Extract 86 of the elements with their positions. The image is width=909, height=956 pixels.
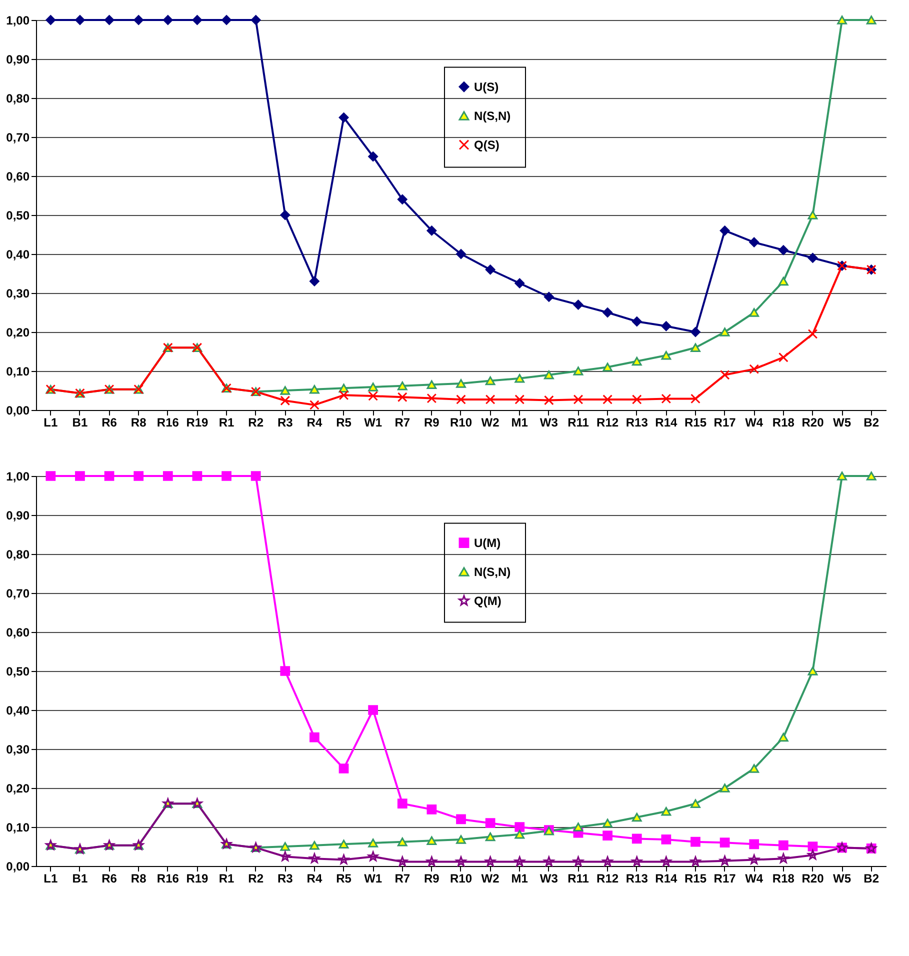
x-tick-label: R4 [306, 872, 322, 886]
x-tick-label: R16 [156, 416, 180, 430]
x-tick-label: R7 [394, 872, 410, 886]
x-tick-label: R14 [655, 872, 678, 886]
x-tick-label: R4 [306, 416, 322, 430]
y-tick-label: 0,60 [6, 170, 30, 184]
x-tick-label: R13 [626, 416, 648, 430]
x-tick-label: B2 [864, 416, 880, 430]
x-tick-label: R14 [655, 416, 678, 430]
x-tick-label: W4 [745, 872, 764, 886]
x-tick-label: R10 [450, 872, 472, 886]
legend-label: U(S) [474, 80, 499, 94]
x-tick-label: R12 [596, 416, 619, 430]
x-tick-label: R6 [102, 872, 118, 886]
y-tick-label: 0,40 [6, 704, 30, 718]
x-tick-label: R12 [596, 872, 619, 886]
x-tick-label: R18 [772, 872, 795, 886]
x-tick-label: R2 [248, 872, 264, 886]
y-tick-label: 0,10 [6, 820, 30, 834]
y-tick-label: 0,70 [6, 130, 30, 144]
x-tick-label: R5 [336, 872, 352, 886]
x-tick-label: R2 [248, 416, 264, 430]
y-tick-label: 1,00 [6, 470, 30, 484]
x-tick-label: W3 [540, 872, 558, 886]
x-tick-label: W3 [540, 416, 558, 430]
x-tick-label: W2 [481, 872, 500, 886]
x-tick-label: L1 [44, 872, 58, 886]
x-tick-label: W5 [833, 416, 852, 430]
legend-label: N(S,N) [474, 564, 511, 579]
y-tick-label: 0,20 [6, 782, 30, 796]
x-tick-label: B2 [864, 872, 880, 886]
y-tick-label: 0,00 [6, 404, 30, 418]
x-tick-label: M1 [511, 416, 528, 430]
y-tick-label: 0,60 [6, 626, 30, 640]
x-tick-label: B1 [72, 872, 88, 886]
x-tick-label: L1 [44, 416, 58, 430]
x-tick-label: W1 [364, 872, 382, 886]
x-tick-label: R5 [336, 416, 352, 430]
y-tick-label: 0,00 [6, 860, 30, 874]
legend-label: N(S,N) [474, 108, 511, 123]
x-tick-label: W1 [364, 416, 382, 430]
x-tick-label: R18 [772, 416, 795, 430]
y-tick-label: 0,10 [6, 364, 30, 378]
legend-label: U(M) [474, 536, 501, 550]
x-tick-label: R1 [218, 872, 235, 886]
x-tick-label: W5 [833, 872, 852, 886]
y-tick-label: 0,70 [6, 586, 30, 600]
x-tick-label: R17 [714, 416, 736, 430]
x-tick-label: M1 [511, 872, 528, 886]
x-tick-label: R11 [568, 416, 590, 430]
y-tick-label: 0,50 [6, 664, 30, 678]
x-tick-label: R8 [130, 872, 147, 886]
y-tick-label: 0,90 [6, 52, 30, 66]
x-tick-label: R13 [626, 872, 648, 886]
legend-label: Q(M) [474, 594, 502, 608]
y-tick-label: 0,90 [6, 508, 30, 522]
x-tick-label: W4 [745, 416, 764, 430]
y-tick-label: 0,30 [6, 742, 30, 756]
x-tick-label: R1 [218, 416, 235, 430]
x-tick-label: R15 [684, 872, 707, 886]
x-tick-label: B1 [72, 416, 88, 430]
x-tick-label: R10 [450, 416, 472, 430]
y-tick-label: 0,40 [6, 248, 30, 262]
y-tick-label: 0,30 [6, 286, 30, 300]
x-tick-label: W2 [481, 416, 500, 430]
x-tick-label: R15 [684, 416, 707, 430]
x-tick-label: R16 [156, 872, 180, 886]
y-tick-label: 0,20 [6, 326, 30, 340]
x-tick-label: R20 [802, 872, 824, 886]
y-tick-label: 0,80 [6, 548, 30, 562]
y-tick-label: 0,80 [6, 92, 30, 106]
x-tick-label: R8 [130, 416, 147, 430]
x-tick-label: R20 [802, 416, 824, 430]
x-tick-label: R7 [394, 416, 410, 430]
x-tick-label: R9 [424, 416, 440, 430]
y-tick-label: 1,00 [6, 14, 30, 28]
y-tick-label: 0,50 [6, 208, 30, 222]
x-tick-label: R3 [277, 416, 294, 430]
x-tick-label: R19 [186, 416, 209, 430]
x-tick-label: R6 [102, 416, 118, 430]
x-tick-label: R11 [568, 872, 590, 886]
x-tick-label: R17 [714, 872, 736, 886]
x-tick-label: R9 [424, 872, 440, 886]
legend-label: Q(S) [474, 138, 500, 152]
x-tick-label: R19 [186, 872, 209, 886]
x-tick-label: R3 [277, 872, 294, 886]
